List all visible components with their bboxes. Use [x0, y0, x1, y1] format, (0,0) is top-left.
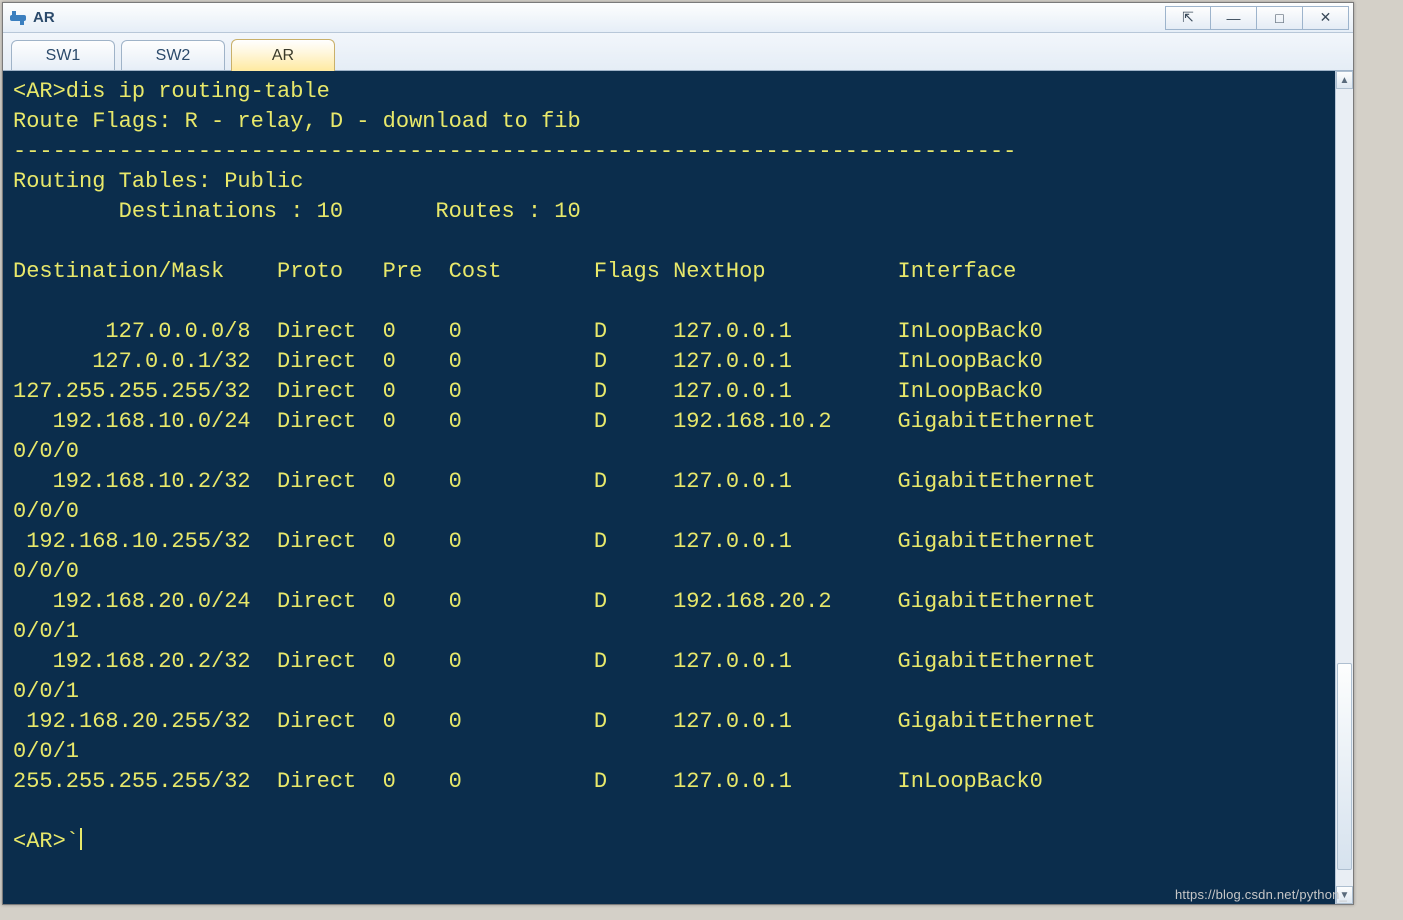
- tab-sw1[interactable]: SW1: [11, 40, 115, 70]
- scroll-track[interactable]: [1336, 89, 1353, 886]
- terminal-output[interactable]: <AR>dis ip routing-table Route Flags: R …: [3, 71, 1335, 904]
- maximize-button[interactable]: □: [1257, 6, 1303, 30]
- watermark: https://blog.csdn.net/python_: [1175, 887, 1347, 902]
- app-window: AR ⇱ — □ ✕ SW1 SW2 AR <AR>dis ip routing…: [2, 2, 1354, 905]
- terminal-area: <AR>dis ip routing-table Route Flags: R …: [3, 71, 1353, 904]
- scroll-up-button[interactable]: ▲: [1336, 71, 1353, 89]
- scroll-thumb[interactable]: [1337, 663, 1352, 870]
- tab-ar[interactable]: AR: [231, 39, 335, 71]
- tab-sw2[interactable]: SW2: [121, 40, 225, 70]
- scrollbar[interactable]: ▲ ▼: [1335, 71, 1353, 904]
- tabstrip: SW1 SW2 AR: [3, 33, 1353, 71]
- window-controls: ⇱ — □ ✕: [1165, 6, 1349, 30]
- titlebar[interactable]: AR ⇱ — □ ✕: [3, 3, 1353, 33]
- close-button[interactable]: ✕: [1303, 6, 1349, 30]
- detach-button[interactable]: ⇱: [1165, 6, 1211, 30]
- ensp-icon: [9, 9, 27, 27]
- window-title: AR: [33, 9, 1165, 26]
- minimize-button[interactable]: —: [1211, 6, 1257, 30]
